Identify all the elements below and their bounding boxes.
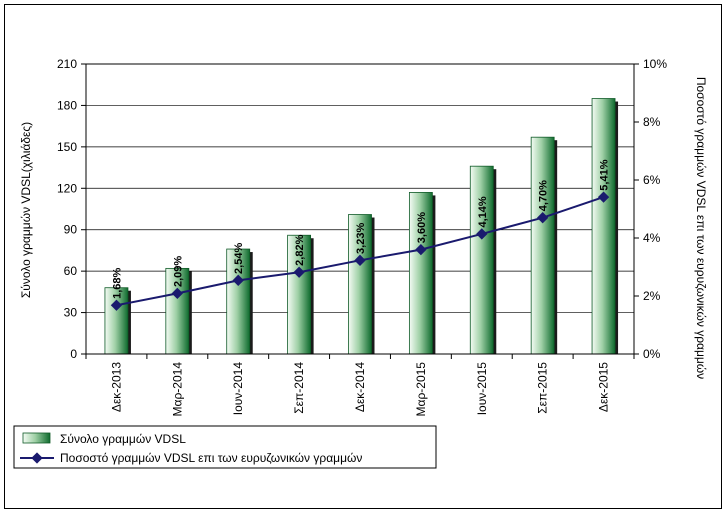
x-tick-label: Μαρ-2015 <box>414 362 428 417</box>
y2-tick-label: 6% <box>643 173 661 187</box>
line-marker <box>597 191 610 203</box>
y2-tick-label: 0% <box>643 347 661 361</box>
legend-diamond-marker <box>31 452 43 464</box>
legend-label-bars: Σύνολο γραμμών VDSL <box>60 432 186 446</box>
y-tick-label: 60 <box>64 264 78 278</box>
legend: Σύνολο γραμμών VDSL Ποσοστό γραμμών VDSL… <box>13 425 437 469</box>
y-tick-label: 30 <box>64 306 78 320</box>
data-label: 2,54% <box>233 243 245 274</box>
data-label: 2,82% <box>294 234 306 265</box>
x-tick-label: Σεπ-2014 <box>292 362 306 414</box>
y-tick-label: 180 <box>57 98 77 112</box>
data-label: 3,60% <box>416 212 428 243</box>
line-marker <box>415 243 427 256</box>
data-label: 1,68% <box>111 267 123 298</box>
data-label: 5,41% <box>599 159 611 190</box>
line-marker <box>232 274 244 286</box>
line-marker <box>171 287 183 300</box>
legend-label-line: Ποσοστό γραμμών VDSL επι των ευρυζωνικών… <box>60 451 362 465</box>
bar <box>530 136 555 355</box>
data-label: 3,23% <box>355 223 367 254</box>
line-marker <box>293 266 305 278</box>
data-label: 4,70% <box>538 180 550 211</box>
data-label: 2,09% <box>172 256 184 287</box>
data-label: 4,14% <box>477 196 489 227</box>
x-tick-label: Ιουν-2015 <box>475 362 489 416</box>
x-tick-label: Δεκ-2014 <box>353 362 367 412</box>
tick-labels: 0 30 60 90 120 150 180 210 0% 2% 4% 6% 8% 10% Δεκ-2013… <box>57 57 667 416</box>
x-tick-label: Δεκ-2015 <box>597 362 611 412</box>
y-tick-label: 150 <box>57 140 77 154</box>
legend-bar-swatch <box>22 432 51 444</box>
line-marker <box>476 228 488 240</box>
x-tick-label: Ιουν-2014 <box>231 362 245 416</box>
y2-axis-title: Ποσοστό γραμμών VDSL επι των ευρυζωνικών… <box>694 77 708 379</box>
y-tick-label: 90 <box>64 223 78 237</box>
y2-tick-label: 10% <box>643 57 667 71</box>
line-series: 1,68% 2,09% 2,54% 2,82% 3,23% 3,60% 4,14% 4,70%… <box>110 159 611 311</box>
y-axis-title: Σύνολο γραμμών VDSL(χιλιάδες) <box>19 122 33 298</box>
x-tick-label: Δεκ-2013 <box>109 362 123 412</box>
line-marker <box>537 212 549 224</box>
x-tick-label: Μαρ-2014 <box>170 362 184 417</box>
y2-tick-label: 4% <box>643 231 661 245</box>
y2-tick-label: 2% <box>643 289 661 303</box>
bar <box>591 98 616 355</box>
y-tick-label: 120 <box>57 181 77 195</box>
line-marker <box>354 254 366 266</box>
y-tick-label: 210 <box>57 57 77 71</box>
axes <box>81 63 639 359</box>
y2-tick-label: 8% <box>643 115 661 129</box>
legend-box <box>13 425 437 469</box>
y-tick-label: 0 <box>70 347 77 361</box>
bar <box>469 165 494 355</box>
x-tick-label: Σεπ-2015 <box>536 362 550 414</box>
